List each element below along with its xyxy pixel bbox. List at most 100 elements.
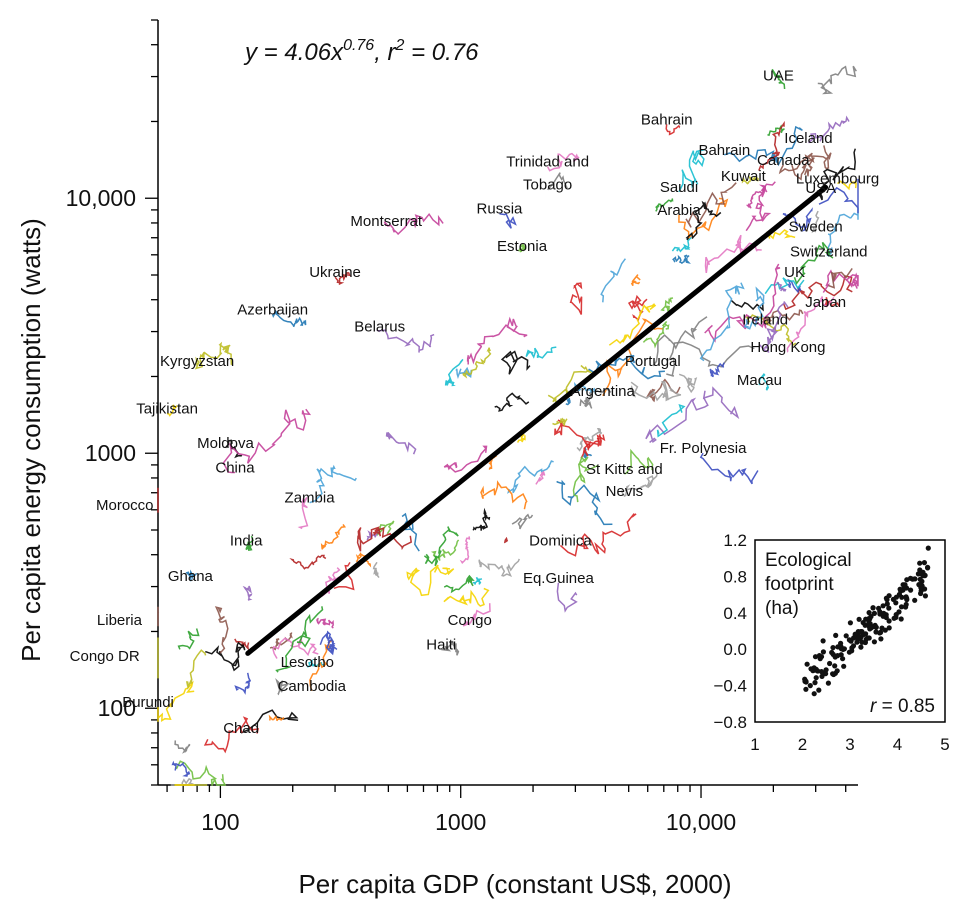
inset-point bbox=[886, 605, 892, 611]
inset-r-value: = 0.85 bbox=[876, 696, 935, 717]
country-trajectory bbox=[771, 68, 786, 90]
country-trajectory bbox=[766, 229, 796, 240]
fit-line-group bbox=[245, 184, 829, 656]
x-tick-label: 10,000 bbox=[666, 809, 736, 835]
inset-point bbox=[880, 603, 886, 609]
inset-r-symbol: r bbox=[870, 696, 877, 717]
inset-y-tick-label: 0.4 bbox=[723, 604, 747, 623]
country-label: Nevis bbox=[606, 483, 644, 500]
country-trajectory bbox=[793, 241, 834, 286]
country-trajectory bbox=[608, 303, 657, 346]
inset-point bbox=[808, 666, 814, 672]
country-label: Russia bbox=[477, 201, 524, 218]
inset-point bbox=[871, 610, 878, 617]
country-trajectory bbox=[817, 65, 857, 95]
inset-point bbox=[858, 629, 864, 635]
country-trajectory bbox=[660, 297, 674, 314]
fit-equation: y = 4.06x0.76, r2 = 0.76 bbox=[243, 37, 479, 66]
country-trajectory bbox=[624, 448, 654, 475]
country-trajectory bbox=[423, 526, 459, 567]
country-trajectory bbox=[600, 258, 627, 303]
country-trajectory bbox=[478, 558, 520, 577]
country-trajectory bbox=[320, 523, 347, 550]
inset-point bbox=[870, 605, 876, 611]
country-trajectory bbox=[275, 678, 291, 696]
country-trajectory bbox=[268, 714, 285, 722]
inset-point bbox=[823, 671, 829, 677]
country-trajectory bbox=[743, 286, 765, 330]
country-label: Estonia bbox=[497, 238, 548, 255]
inset-point bbox=[886, 618, 892, 624]
country-trajectory bbox=[459, 536, 471, 564]
country-trajectory bbox=[462, 347, 492, 379]
country-trajectory bbox=[430, 539, 460, 561]
country-trajectory bbox=[205, 641, 246, 672]
country-trajectory bbox=[627, 294, 648, 321]
country-trajectory bbox=[177, 628, 200, 650]
inset-point bbox=[883, 614, 889, 621]
y-axis-title: Per capita energy consumption (watts) bbox=[16, 218, 46, 662]
inset-point bbox=[918, 590, 924, 597]
country-trajectory bbox=[645, 386, 740, 444]
inset-point bbox=[816, 653, 823, 659]
country-trajectory bbox=[222, 408, 312, 474]
country-trajectory bbox=[315, 617, 334, 629]
inset-point bbox=[917, 560, 923, 566]
country-trajectory bbox=[666, 341, 755, 377]
inset-point bbox=[818, 669, 825, 675]
country-trajectory bbox=[665, 124, 681, 136]
equation-sep: , r bbox=[374, 39, 396, 66]
country-trajectory bbox=[462, 603, 491, 627]
country-trajectory bbox=[811, 210, 820, 234]
country-label: Bahrain bbox=[698, 142, 750, 159]
inset-point bbox=[870, 624, 877, 630]
country-trajectory bbox=[406, 564, 455, 597]
inset-point bbox=[812, 654, 819, 660]
inset-point bbox=[901, 584, 908, 590]
inset-point bbox=[841, 663, 847, 669]
country-label: Sweden bbox=[789, 219, 843, 236]
country-trajectory bbox=[646, 378, 681, 403]
inset-point bbox=[829, 649, 835, 656]
country-trajectory bbox=[377, 520, 395, 537]
inset-point bbox=[884, 601, 890, 607]
country-trajectory bbox=[385, 431, 417, 455]
country-trajectory bbox=[709, 362, 725, 378]
inset-point bbox=[835, 653, 841, 659]
inset-y-tick-label: −0.4 bbox=[713, 677, 747, 696]
country-label: Liberia bbox=[97, 612, 143, 629]
country-label: Morocco bbox=[96, 497, 154, 514]
country-trajectory bbox=[685, 200, 722, 241]
inset-point bbox=[886, 593, 892, 599]
country-trajectory bbox=[271, 309, 307, 328]
y-tick-label: 100 bbox=[98, 695, 136, 721]
country-trajectory bbox=[656, 404, 686, 438]
country-trajectory bbox=[685, 182, 737, 228]
country-trajectory bbox=[699, 282, 745, 362]
country-trajectory bbox=[383, 212, 444, 236]
inset-y-tick-label: −0.8 bbox=[713, 713, 747, 732]
country-trajectory bbox=[565, 397, 571, 406]
equation-exponent: 0.76 bbox=[343, 37, 374, 54]
country-trajectory bbox=[443, 587, 490, 607]
country-trajectory bbox=[778, 145, 832, 175]
country-label: Kyrgyzstan bbox=[160, 353, 234, 370]
country-trajectory bbox=[518, 243, 527, 253]
inset-point bbox=[903, 601, 909, 608]
country-trajectory bbox=[480, 480, 528, 510]
inset-point bbox=[840, 646, 846, 653]
inset-point bbox=[903, 594, 909, 600]
country-trajectory bbox=[275, 606, 324, 673]
inset-point bbox=[807, 683, 813, 689]
country-trajectory bbox=[503, 536, 509, 544]
country-trajectory bbox=[375, 329, 435, 353]
equation-suffix: = 0.76 bbox=[404, 39, 479, 66]
country-label: Tobago bbox=[523, 177, 572, 194]
country-trajectory bbox=[500, 350, 531, 375]
inset-point bbox=[912, 597, 918, 603]
country-label: Bahrain bbox=[641, 111, 693, 128]
inset-point bbox=[897, 586, 903, 592]
country-trajectory bbox=[704, 234, 762, 274]
country-label: Trinidad and bbox=[506, 154, 589, 171]
country-label: Azerbaijan bbox=[237, 302, 308, 319]
